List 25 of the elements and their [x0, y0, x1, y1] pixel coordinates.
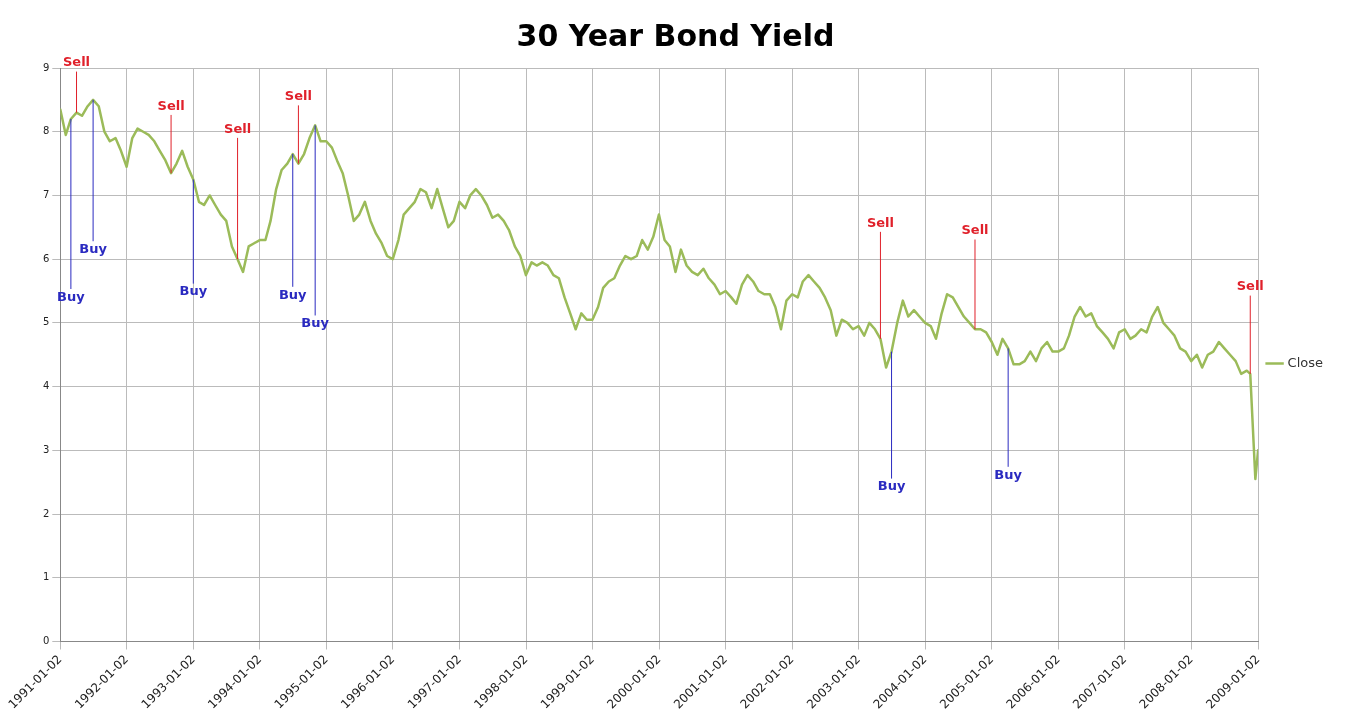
annotation: Sell — [284, 88, 312, 104]
annotation: Buy — [278, 286, 308, 302]
annotation: Buy — [79, 241, 108, 257]
annotation: Sell — [157, 97, 185, 113]
annotation: Sell — [1236, 278, 1264, 294]
y-tick-label: 0 — [42, 635, 50, 647]
y-tick-label: 8 — [42, 125, 50, 137]
chart-title: 30 Year Bond Yield — [516, 17, 835, 53]
annotation: Buy — [994, 466, 1023, 482]
annotation: Buy — [301, 315, 330, 331]
y-tick-label: 3 — [42, 443, 50, 455]
y-tick-label: 2 — [42, 507, 50, 519]
annotation: Sell — [961, 222, 989, 238]
y-tick-label: 6 — [42, 252, 50, 264]
legend-label: Close — [1287, 354, 1324, 370]
annotation: Sell — [866, 214, 894, 230]
y-tick-label: 5 — [42, 316, 50, 328]
annotation: Sell — [62, 54, 91, 70]
y-tick-label: 1 — [42, 571, 50, 583]
y-tick-label: 7 — [42, 189, 50, 201]
y-tick-label: 4 — [42, 380, 50, 392]
annotation: Buy — [877, 478, 906, 494]
y-tick-label: 9 — [42, 61, 50, 73]
annotation: Buy — [179, 283, 208, 299]
annotation: Sell — [224, 120, 252, 136]
